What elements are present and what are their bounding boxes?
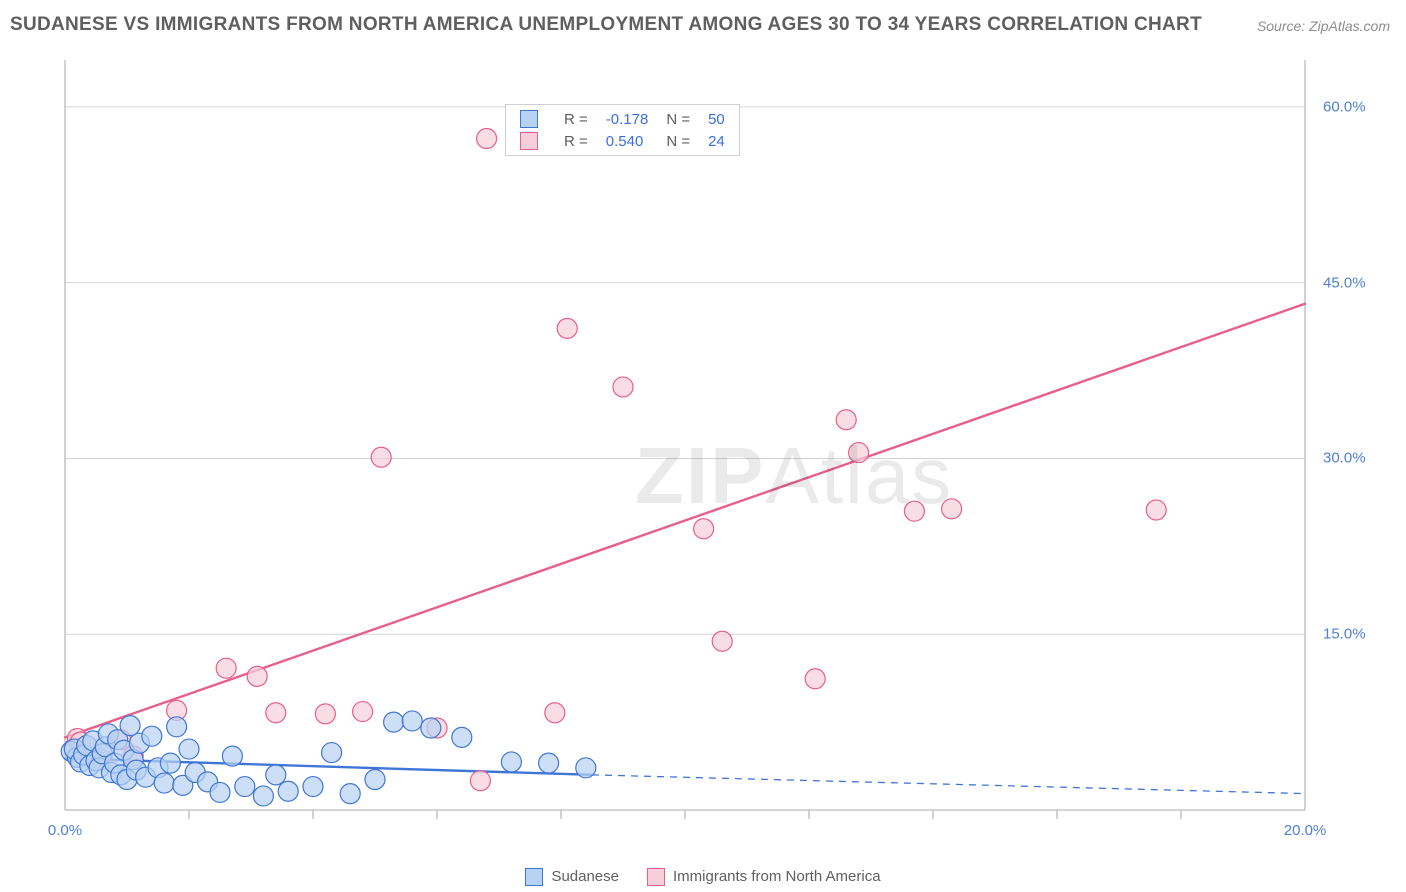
chart-area: 15.0%30.0%45.0%60.0% 0.0%20.0% ZIPAtlas … [55, 50, 1385, 830]
legend-series-label: Sudanese [551, 868, 619, 885]
legend-n-value: 24 [700, 131, 733, 151]
source-label: Source: ZipAtlas.com [1257, 18, 1390, 34]
y-tick-label: 60.0% [1323, 98, 1366, 115]
x-tick-label: 20.0% [1284, 822, 1327, 860]
y-tick-label: 30.0% [1323, 450, 1366, 467]
legend-r-value: -0.178 [598, 109, 657, 129]
chart-title: SUDANESE VS IMMIGRANTS FROM NORTH AMERIC… [10, 14, 1202, 36]
legend-swatch [647, 868, 665, 886]
series-legend: Sudanese Immigrants from North America [0, 868, 1406, 886]
chart-svg [55, 50, 1385, 830]
y-tick-label: 15.0% [1323, 626, 1366, 643]
legend-n-label: N = [658, 109, 698, 129]
legend-r-label: R = [556, 131, 596, 151]
legend-swatch [525, 868, 543, 886]
legend-n-label: N = [658, 131, 698, 151]
legend-n-value: 50 [700, 109, 733, 129]
y-tick-label: 45.0% [1323, 274, 1366, 291]
legend-series-label: Immigrants from North America [673, 868, 881, 885]
legend-r-label: R = [556, 109, 596, 129]
x-tick-label: 0.0% [48, 822, 82, 860]
legend-r-value: 0.540 [598, 131, 657, 151]
correlation-legend: R = -0.178 N = 50 R = 0.540 N = 24 [505, 104, 740, 156]
